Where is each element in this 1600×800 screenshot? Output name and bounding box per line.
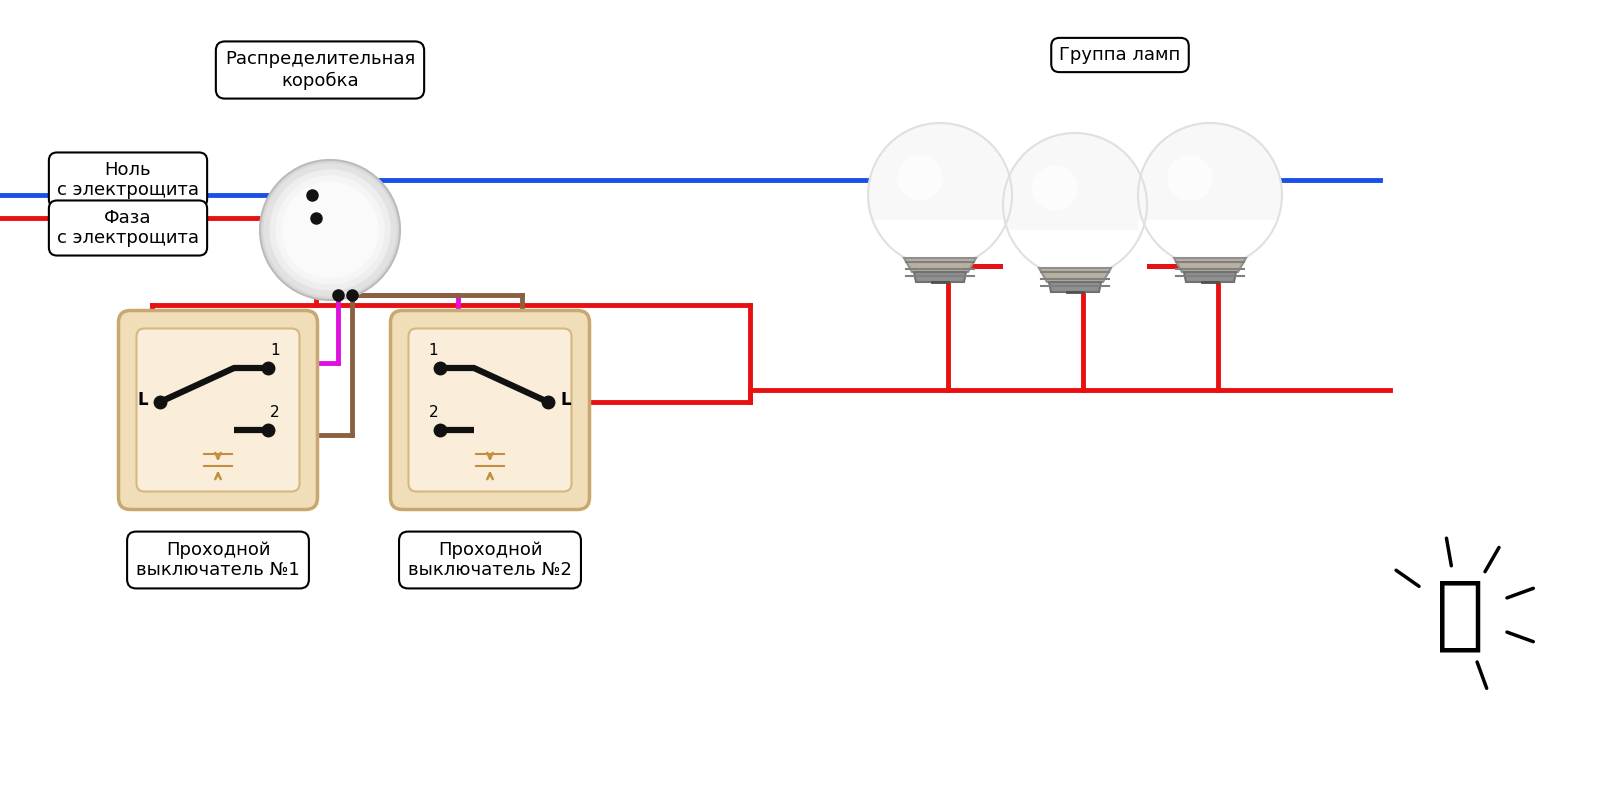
Text: Группа ламп: Группа ламп (1059, 46, 1181, 64)
Circle shape (270, 170, 390, 290)
Polygon shape (1184, 272, 1235, 282)
Bar (867, 220, 1013, 260)
Polygon shape (1174, 258, 1246, 272)
Circle shape (1138, 123, 1282, 267)
Text: L: L (138, 391, 147, 409)
Circle shape (259, 160, 400, 300)
Text: 2: 2 (270, 405, 280, 420)
Circle shape (1034, 166, 1077, 210)
Polygon shape (1050, 282, 1101, 292)
Text: 1: 1 (429, 343, 438, 358)
FancyBboxPatch shape (118, 310, 317, 510)
Text: Проходной
выключатель №1: Проходной выключатель №1 (136, 541, 299, 579)
FancyBboxPatch shape (136, 329, 299, 491)
Text: Фаза
с электрощита: Фаза с электрощита (58, 209, 198, 247)
Text: Распределительная
коробка: Распределительная коробка (226, 50, 414, 90)
FancyBboxPatch shape (390, 310, 589, 510)
Polygon shape (904, 258, 976, 272)
Text: 1: 1 (270, 343, 280, 358)
Text: Проходной
выключатель №2: Проходной выключатель №2 (408, 541, 571, 579)
Circle shape (1003, 133, 1147, 277)
Text: 2: 2 (429, 405, 438, 420)
Circle shape (282, 182, 378, 278)
Polygon shape (1038, 268, 1110, 282)
Circle shape (1168, 156, 1213, 200)
Text: 🤌: 🤌 (1435, 576, 1485, 654)
Text: Ноль
с электрощита: Ноль с электрощита (58, 161, 198, 199)
Circle shape (264, 164, 397, 296)
Text: L: L (560, 391, 571, 409)
Circle shape (277, 176, 384, 284)
Bar (1138, 220, 1282, 260)
FancyBboxPatch shape (408, 329, 571, 491)
Polygon shape (914, 272, 966, 282)
Circle shape (898, 156, 942, 200)
Circle shape (867, 123, 1013, 267)
Bar (1003, 230, 1147, 270)
